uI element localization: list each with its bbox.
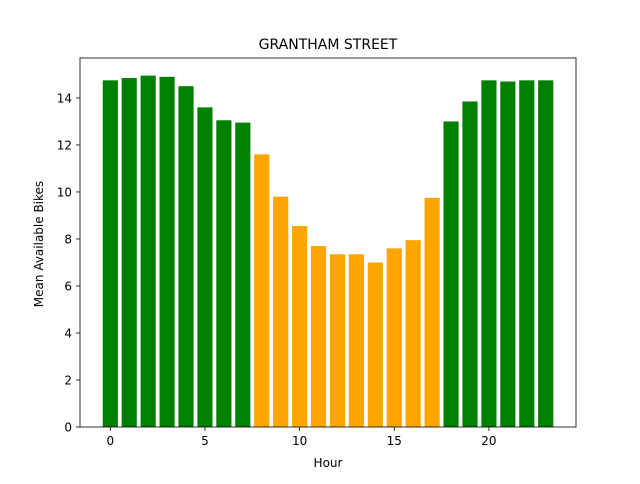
bar-hour-13 [348,254,364,427]
x-tick-label-10: 10 [292,434,307,448]
bar-hour-15 [386,248,402,427]
x-axis-label: Hour [314,456,343,470]
bar-hour-2 [140,75,156,427]
bar-hour-3 [159,76,175,428]
y-tick-label-12: 12 [57,138,72,152]
y-axis-label: Mean Available Bikes [32,181,46,307]
bars [102,75,554,428]
x-tick-label-20: 20 [481,434,496,448]
y-tick-label-4: 4 [64,326,72,340]
plot-frame [79,57,577,428]
bar-hour-23 [538,80,554,427]
bar-hour-6 [216,120,232,427]
bar-hour-19 [462,101,478,427]
bar-hour-1 [121,77,137,427]
bar-hour-10 [292,226,308,427]
bar-hour-22 [519,80,535,427]
chart-title: GRANTHAM STREET [259,37,398,53]
axes: 0 5 10 15 20 0 2 4 6 8 10 12 14 [57,57,577,448]
y-tick-label-8: 8 [64,232,72,246]
x-tick-label-5: 5 [201,434,209,448]
y-tick-label-14: 14 [57,91,72,105]
bar-hour-16 [405,240,421,427]
bar-hour-7 [235,122,251,427]
x-tick-label-0: 0 [106,434,114,448]
bar-hour-9 [273,196,289,427]
x-tick-label-15: 15 [387,434,402,448]
bar-hour-18 [443,121,459,428]
bar-hour-0 [102,80,118,427]
y-tick-label-0: 0 [64,421,72,435]
y-tick-label-2: 2 [64,373,72,387]
y-tick-label-6: 6 [64,279,72,293]
bar-hour-12 [329,254,346,427]
bar-hour-5 [197,107,213,428]
bar-hour-21 [500,81,516,427]
y-tick-label-10: 10 [57,185,72,199]
bar-hour-8 [254,154,270,428]
bar-hour-11 [310,246,327,427]
bar-hour-17 [424,197,440,427]
bar-hour-14 [367,262,383,427]
bar-hour-20 [481,80,497,427]
bar-hour-4 [178,86,194,427]
